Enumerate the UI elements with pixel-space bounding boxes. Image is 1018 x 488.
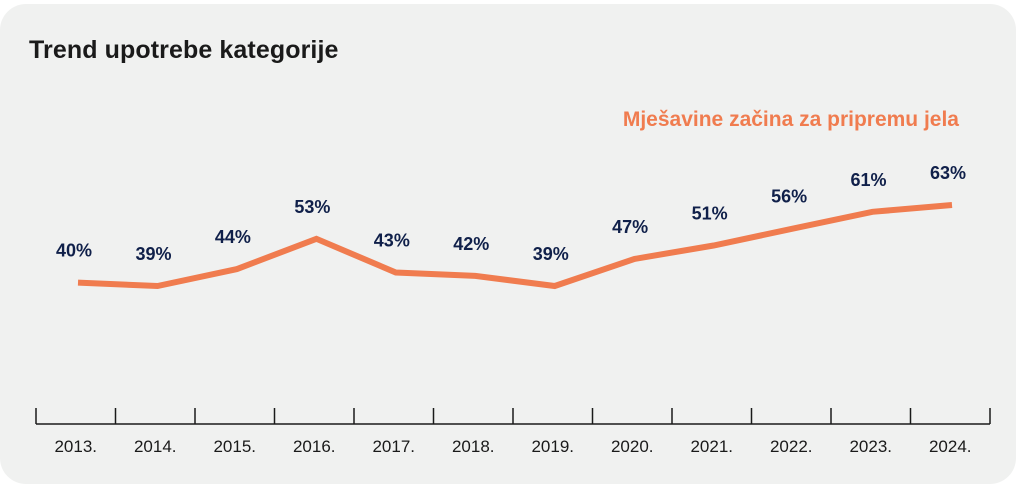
x-tick-label-2017: 2017. bbox=[372, 437, 415, 456]
data-label-2021: 51% bbox=[692, 204, 728, 224]
data-label-2013: 40% bbox=[56, 241, 92, 261]
data-label-2018: 42% bbox=[453, 234, 489, 254]
data-label-2019: 39% bbox=[533, 244, 569, 264]
data-label-2014: 39% bbox=[135, 244, 171, 264]
data-label-2024: 63% bbox=[930, 163, 966, 183]
x-tick-label-2015: 2015. bbox=[213, 437, 256, 456]
x-tick-label-2019: 2019. bbox=[531, 437, 574, 456]
x-tick-label-2018: 2018. bbox=[452, 437, 495, 456]
data-label-2022: 56% bbox=[771, 187, 807, 207]
chart-title: Trend upotrebe kategorije bbox=[29, 36, 339, 64]
x-tick-label-2024: 2024. bbox=[929, 437, 972, 456]
x-tick-label-2023: 2023. bbox=[849, 437, 892, 456]
x-tick-label-2020: 2020. bbox=[611, 437, 654, 456]
x-tick-label-2014: 2014. bbox=[134, 437, 177, 456]
data-label-2023: 61% bbox=[851, 170, 887, 190]
chart-card bbox=[0, 4, 1016, 484]
x-tick-label-2016: 2016. bbox=[293, 437, 336, 456]
x-tick-label-2022: 2022. bbox=[770, 437, 813, 456]
x-tick-label-2021: 2021. bbox=[690, 437, 733, 456]
data-label-2017: 43% bbox=[374, 231, 410, 251]
x-tick-label-2013: 2013. bbox=[54, 437, 97, 456]
legend-series-label: Mješavine začina za pripremu jela bbox=[623, 108, 959, 131]
data-label-2016: 53% bbox=[294, 197, 330, 217]
series-line bbox=[77, 202, 953, 290]
data-label-2020: 47% bbox=[612, 217, 648, 237]
data-label-2015: 44% bbox=[215, 227, 251, 247]
